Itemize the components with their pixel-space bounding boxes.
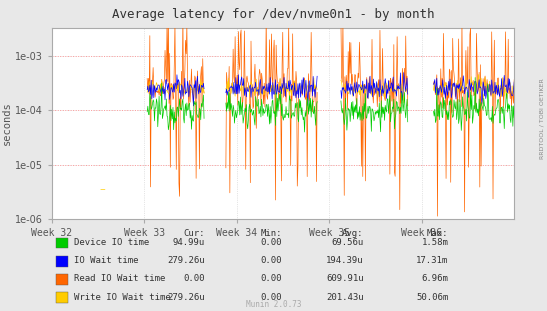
Text: Min:: Min: [260, 229, 282, 238]
Text: 279.26u: 279.26u [167, 257, 205, 265]
Text: 0.00: 0.00 [260, 239, 282, 247]
Text: Write IO Wait time: Write IO Wait time [74, 293, 171, 301]
Text: Read IO Wait time: Read IO Wait time [74, 275, 165, 283]
Text: 201.43u: 201.43u [326, 293, 364, 301]
Text: IO Wait time: IO Wait time [74, 257, 138, 265]
Text: Device IO time: Device IO time [74, 239, 149, 247]
Text: 0.00: 0.00 [260, 257, 282, 265]
Text: 17.31m: 17.31m [416, 257, 449, 265]
Text: Max:: Max: [427, 229, 449, 238]
Text: 0.00: 0.00 [260, 293, 282, 301]
Text: Cur:: Cur: [184, 229, 205, 238]
Text: 0.00: 0.00 [184, 275, 205, 283]
Text: 0.00: 0.00 [260, 275, 282, 283]
Text: 194.39u: 194.39u [326, 257, 364, 265]
Text: 609.91u: 609.91u [326, 275, 364, 283]
Text: Average latency for /dev/nvme0n1 - by month: Average latency for /dev/nvme0n1 - by mo… [112, 8, 435, 21]
Y-axis label: seconds: seconds [2, 102, 12, 146]
Text: 6.96m: 6.96m [422, 275, 449, 283]
Text: 50.06m: 50.06m [416, 293, 449, 301]
Text: 1.58m: 1.58m [422, 239, 449, 247]
Text: RRDTOOL / TOBI OETIKER: RRDTOOL / TOBI OETIKER [539, 78, 544, 159]
Text: 279.26u: 279.26u [167, 293, 205, 301]
Text: 69.56u: 69.56u [331, 239, 364, 247]
Text: Munin 2.0.73: Munin 2.0.73 [246, 300, 301, 309]
Text: Avg:: Avg: [342, 229, 364, 238]
Text: 94.99u: 94.99u [173, 239, 205, 247]
